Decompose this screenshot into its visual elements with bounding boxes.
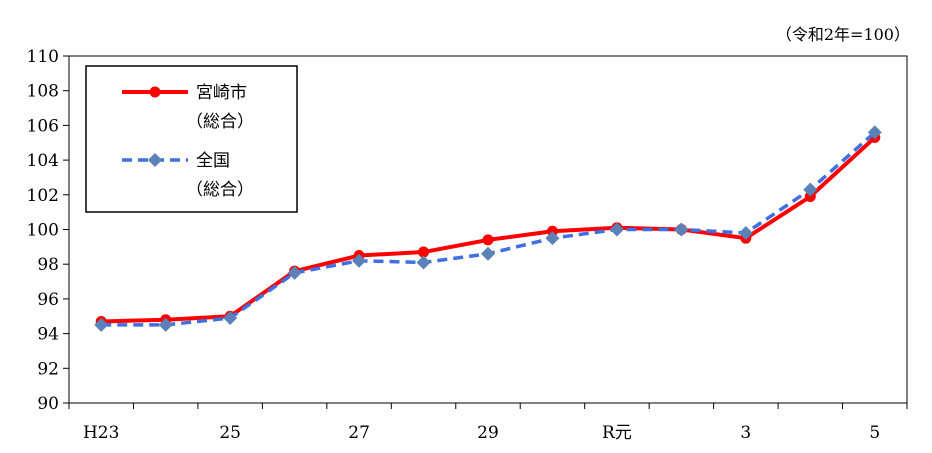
data-point [545, 231, 560, 246]
legend-label: 全国 [196, 151, 230, 171]
y-tick-label: 100 [27, 221, 59, 241]
y-tick-label: 98 [37, 255, 59, 275]
data-point [674, 222, 689, 237]
data-point [158, 317, 173, 332]
data-point [418, 246, 430, 258]
x-tick-label: R元 [602, 423, 632, 443]
data-point [481, 246, 495, 261]
y-tick-label: 110 [27, 47, 59, 67]
legend-box [85, 65, 298, 213]
data-point [609, 222, 624, 237]
y-tick-label: 96 [37, 290, 59, 310]
y-tick-label: 90 [37, 394, 59, 414]
data-point [803, 182, 818, 197]
legend-swatch-marker [148, 153, 162, 167]
y-tick-label: 104 [27, 151, 59, 171]
legend-label: 宮崎市 [196, 83, 247, 103]
series-layer [94, 125, 882, 332]
legend-label-sub: （総合） [186, 180, 254, 200]
data-point [738, 225, 753, 240]
y-tick-label: 92 [37, 359, 59, 379]
legend-swatch-marker [149, 86, 161, 98]
y-tick-label: 94 [37, 325, 59, 345]
data-point [352, 253, 367, 268]
y-axis-ticks: 90 92 94 96 98 100 102 104 106 108 110 [27, 47, 69, 414]
y-tick-label: 102 [27, 186, 59, 206]
x-tick-label: H23 [83, 423, 119, 443]
legend-marker [149, 86, 161, 98]
data-point [223, 310, 238, 325]
x-tick-label: 27 [348, 423, 370, 443]
plot-area-frame [68, 55, 908, 404]
x-tick-label: 3 [740, 423, 751, 443]
legend-label-sub: （総合） [186, 112, 254, 132]
data-point [482, 234, 494, 246]
x-tick-label: 29 [477, 423, 499, 443]
data-point [867, 125, 882, 140]
data-point [416, 255, 431, 270]
y-tick-label: 108 [27, 82, 59, 102]
unit-note: （令和2年=100） [776, 25, 910, 44]
x-tick-label: 5 [869, 423, 880, 443]
legend-marker [148, 153, 162, 167]
y-tick-label: 106 [27, 116, 59, 136]
x-tick-label: 25 [219, 423, 241, 443]
data-point [287, 265, 302, 280]
legend: 宮崎市 （総合） 全国 （総合） [85, 65, 298, 213]
data-point [94, 317, 109, 332]
x-axis-ticks: H23 25 27 29 R元 3 5 [68, 403, 908, 443]
